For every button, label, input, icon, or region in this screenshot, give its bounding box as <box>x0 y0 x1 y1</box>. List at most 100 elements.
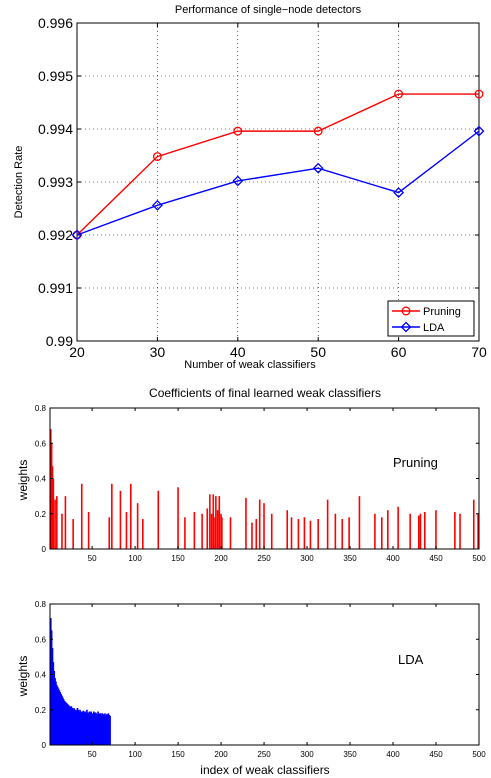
weight-bar <box>92 711 95 745</box>
y-tick-label: 0.4 <box>35 671 47 680</box>
weight-bar <box>258 499 261 549</box>
weight-bar <box>104 713 106 745</box>
weight-bar <box>80 483 83 549</box>
x-tick-label: 350 <box>343 554 357 563</box>
x-tick-label: 250 <box>257 750 271 759</box>
weight-bar <box>63 700 66 745</box>
weight-bar <box>290 517 293 549</box>
x-tick-label: 350 <box>343 750 357 759</box>
x-tick-label: 150 <box>171 750 185 759</box>
x-tick-label: 50 <box>88 750 97 759</box>
x-tick-label: 400 <box>386 554 400 563</box>
weight-bar <box>64 496 67 549</box>
chart1-x-tick-label: 30 <box>150 344 166 360</box>
chart1-y-tick-label: 0.993 <box>38 174 73 190</box>
weight-bar <box>101 713 104 745</box>
weight-bar <box>106 715 109 745</box>
weight-bar <box>64 701 67 745</box>
weight-bar <box>53 670 56 745</box>
chart2-annotation: Pruning <box>393 455 438 470</box>
weight-bar <box>80 711 82 745</box>
x-tick-label: 450 <box>429 554 443 563</box>
weight-bar <box>69 707 72 745</box>
x-tick-label: 450 <box>429 750 443 759</box>
weight-bar <box>348 517 350 549</box>
weight-bar <box>380 517 383 549</box>
x-tick-label: 100 <box>128 554 142 563</box>
weight-bar <box>61 513 63 549</box>
weight-bar <box>105 715 107 745</box>
weight-bar <box>70 706 73 745</box>
chart3-bars <box>50 618 111 745</box>
chart1-x-tick-label: 20 <box>69 344 85 360</box>
point-pruning <box>313 126 323 136</box>
weight-bar <box>111 483 113 549</box>
chart3-annotation: LDA <box>398 652 424 667</box>
chart1-ticks <box>76 22 480 342</box>
weight-bar <box>216 510 219 549</box>
weight-bar <box>326 499 329 549</box>
weight-bar <box>263 503 265 549</box>
y-tick-label: 0.4 <box>35 475 47 484</box>
weight-bar <box>100 715 103 745</box>
weight-bar <box>90 711 93 745</box>
x-tick-label: 500 <box>472 750 486 759</box>
chart1-x-tick-labels: 20 30 40 50 60 70 <box>69 344 487 360</box>
weight-bar <box>309 520 312 549</box>
weight-bar <box>459 513 461 549</box>
chart2-ticks <box>50 407 480 550</box>
weight-bar <box>82 710 85 745</box>
chart1-x-axis-label: Number of weak classifiers <box>184 359 316 371</box>
weight-bar <box>129 483 132 549</box>
chart3-x-axis-label: index of weak classifiers <box>200 763 329 777</box>
weight-bar <box>52 478 55 549</box>
weight-bar <box>57 688 60 745</box>
y-tick-label: 0.8 <box>35 600 47 609</box>
weight-bar <box>86 712 89 745</box>
weight-bar <box>98 713 100 745</box>
chart1-legend: Pruning LDA <box>387 300 475 337</box>
weight-bar <box>83 712 86 745</box>
weight-bar <box>59 692 62 745</box>
chart1-x-tick-label: 50 <box>310 344 326 360</box>
weight-bar <box>209 494 211 549</box>
point-lda <box>232 175 244 187</box>
chart1-series <box>71 89 485 241</box>
weight-bar <box>141 519 144 549</box>
weight-bar <box>99 713 102 745</box>
weight-bar <box>94 712 97 745</box>
chart2-y-tick-labels: 0 0.2 0.4 0.6 0.8 <box>35 404 47 554</box>
weight-bar <box>97 711 99 745</box>
weight-bar <box>72 519 74 549</box>
pruning-weights-chart: Coefficients of final learned weak class… <box>16 386 486 563</box>
point-lda <box>312 162 324 174</box>
weight-bar <box>73 707 75 745</box>
weight-bar <box>54 678 56 745</box>
legend-pruning-marker <box>401 306 411 316</box>
weight-bar <box>50 618 52 745</box>
weight-bar <box>96 714 99 745</box>
chart1-x-tick-label: 70 <box>471 344 487 360</box>
weight-bar <box>56 496 58 549</box>
weight-bar <box>397 506 399 549</box>
weight-bar <box>50 429 52 549</box>
x-tick-label: 250 <box>257 554 271 563</box>
weight-bar <box>454 511 456 549</box>
weight-bar <box>358 496 361 549</box>
weight-bar <box>341 519 344 549</box>
weight-bar <box>472 499 475 549</box>
x-tick-label: 100 <box>128 750 142 759</box>
weight-bar <box>72 708 74 745</box>
weight-bar <box>74 709 77 745</box>
chart2-bars <box>50 429 479 549</box>
point-lda <box>71 229 83 241</box>
weight-bar <box>88 711 91 745</box>
y-tick-label: 0.2 <box>35 510 47 519</box>
weight-bar <box>105 714 108 745</box>
weight-bar <box>65 702 68 745</box>
weight-bar <box>417 515 420 549</box>
weight-bar <box>75 710 78 745</box>
weight-bar <box>206 508 209 549</box>
weight-bar <box>50 630 53 745</box>
chart3-y-tick-labels: 0 0.2 0.4 0.6 0.8 <box>35 600 47 750</box>
